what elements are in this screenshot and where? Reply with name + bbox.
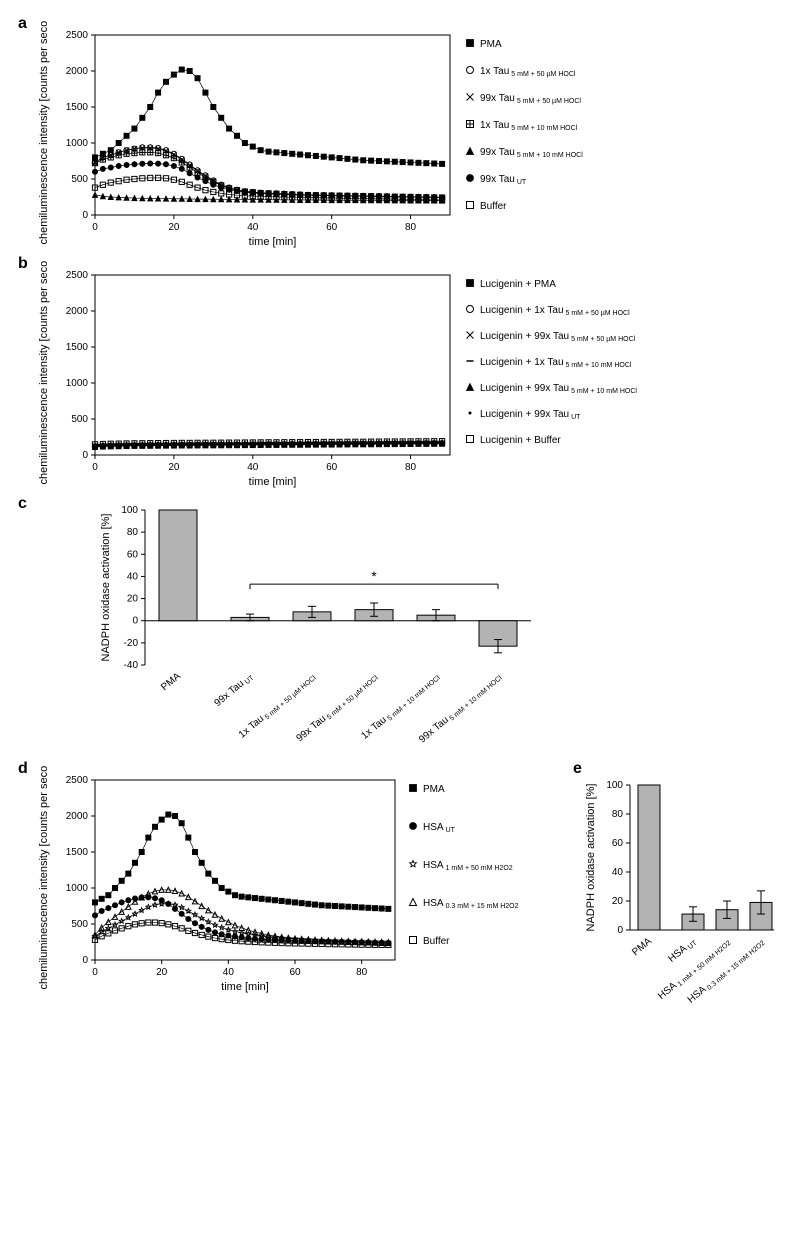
svg-text:NADPH oxidase activation [%]: NADPH oxidase activation [%] [100, 514, 112, 662]
svg-text:0: 0 [132, 616, 138, 627]
svg-text:0: 0 [92, 462, 98, 473]
svg-text:-40: -40 [124, 660, 139, 671]
svg-text:Lucigenin + 1x Tau5 mM + 10 mM: Lucigenin + 1x Tau5 mM + 10 mM HOCl [480, 357, 632, 369]
svg-text:PMA: PMA [423, 784, 445, 795]
svg-text:80: 80 [405, 222, 417, 233]
chart-b: 0 500 1000 1500 2000 2500 0 20 40 60 80 time [min] c… [30, 260, 770, 495]
svg-text:60: 60 [326, 462, 338, 473]
svg-text:1x Tau5 mM + 10 mM HOCl: 1x Tau5 mM + 10 mM HOCl [480, 120, 578, 132]
svg-text:500: 500 [71, 414, 88, 425]
svg-text:40: 40 [127, 571, 139, 582]
svg-text:time [min]: time [min] [249, 236, 297, 248]
svg-text:20: 20 [156, 967, 168, 978]
svg-text:40: 40 [247, 222, 259, 233]
panel-a-label: a [18, 15, 27, 33]
svg-text:chemiluminescence intensity [c: chemiluminescence intensity [counts per … [38, 260, 50, 485]
svg-text:1500: 1500 [66, 342, 89, 353]
svg-text:2500: 2500 [66, 270, 89, 281]
svg-text:100: 100 [606, 780, 623, 791]
svg-text:20: 20 [168, 222, 180, 233]
svg-text:80: 80 [127, 527, 139, 538]
svg-text:Lucigenin + PMA: Lucigenin + PMA [480, 279, 556, 290]
svg-text:2000: 2000 [66, 306, 89, 317]
svg-text:0: 0 [82, 955, 88, 966]
svg-text:1000: 1000 [66, 883, 89, 894]
svg-text:500: 500 [71, 174, 88, 185]
svg-text:99x TauUT: 99x TauUT [480, 174, 527, 186]
panel-c-label: c [18, 495, 27, 513]
svg-text:2500: 2500 [66, 30, 89, 41]
svg-text:0: 0 [92, 967, 98, 978]
svg-text:time [min]: time [min] [221, 981, 269, 993]
svg-text:Lucigenin + Buffer: Lucigenin + Buffer [480, 435, 561, 446]
svg-text:chemiluminescence intensity [c: chemiluminescence intensity [counts per … [38, 765, 50, 990]
svg-text:Lucigenin + 99x Tau5 mM + 10 m: Lucigenin + 99x Tau5 mM + 10 mM HOCl [480, 383, 637, 395]
svg-text:80: 80 [356, 967, 368, 978]
svg-text:40: 40 [247, 462, 259, 473]
svg-text:40: 40 [612, 867, 624, 878]
svg-text:Lucigenin + 99x TauUT: Lucigenin + 99x TauUT [480, 409, 581, 421]
svg-text:60: 60 [612, 838, 624, 849]
svg-text:100: 100 [121, 505, 138, 516]
svg-text:HSAUT: HSAUT [666, 935, 699, 965]
chart-d: 0 500 1000 1500 2000 2500 0 20 40 60 80 time [min] c… [30, 765, 575, 1045]
svg-text:99x TauUT: 99x TauUT [212, 670, 256, 709]
chart-a: 0 500 1000 1500 2000 2500 0 20 40 60 80 time [min] c… [30, 20, 730, 255]
panel-c: c -40-20020406080100NADPH oxidase activa… [30, 500, 779, 760]
svg-text:2000: 2000 [66, 66, 89, 77]
svg-text:500: 500 [71, 919, 88, 930]
svg-text:chemiluminescence intensity [c: chemiluminescence intensity [counts per … [38, 20, 50, 245]
svg-text:60: 60 [326, 222, 338, 233]
svg-text:20: 20 [168, 462, 180, 473]
chart-c: -40 -20 0 20 40 60 80 100 NADPH oxidase activati… [90, 500, 630, 760]
svg-text:PMA: PMA [630, 936, 654, 959]
svg-text:1500: 1500 [66, 102, 89, 113]
svg-text:*: * [371, 568, 377, 584]
svg-text:PMA: PMA [480, 39, 502, 50]
svg-text:40: 40 [223, 967, 235, 978]
panel-de-row: d 05001000150020002500020406080time [min… [30, 765, 779, 1045]
svg-text:HSA1 mM + 50 mM H2O2: HSA1 mM + 50 mM H2O2 [423, 860, 513, 872]
svg-text:Buffer: Buffer [480, 201, 507, 212]
svg-text:PMA: PMA [159, 671, 183, 694]
panel-b: b 05001000150020002500020406080time [min… [30, 260, 779, 495]
svg-text:Lucigenin + 99x Tau5 mM + 50 µ: Lucigenin + 99x Tau5 mM + 50 µM HOCl [480, 331, 636, 343]
chart-e: 0 20 40 60 80 100 NADPH oxidase activation [%]… [575, 765, 785, 1045]
svg-text:Lucigenin + 1x Tau5 mM + 50 µM: Lucigenin + 1x Tau5 mM + 50 µM HOCl [480, 305, 630, 317]
svg-text:60: 60 [127, 549, 139, 560]
svg-text:20: 20 [127, 594, 139, 605]
svg-text:99x Tau5 mM + 50 µM HOCl: 99x Tau5 mM + 50 µM HOCl [480, 93, 581, 105]
svg-text:time [min]: time [min] [249, 476, 297, 488]
svg-text:HSA0.3 mM + 15 mM H2O2: HSA0.3 mM + 15 mM H2O2 [423, 898, 519, 910]
svg-text:0: 0 [92, 222, 98, 233]
svg-text:2500: 2500 [66, 775, 89, 786]
svg-text:HSAUT: HSAUT [423, 822, 456, 834]
svg-text:2000: 2000 [66, 811, 89, 822]
svg-text:0: 0 [82, 210, 88, 221]
svg-text:1x Tau5 mM + 50 µM HOCl: 1x Tau5 mM + 50 µM HOCl [480, 66, 576, 78]
panel-a: a 05001000150020002500020406080time [min… [30, 20, 779, 255]
svg-text:80: 80 [405, 462, 417, 473]
svg-text:Buffer: Buffer [423, 936, 450, 947]
svg-text:NADPH oxidase activation [%]: NADPH oxidase activation [%] [585, 784, 597, 932]
svg-text:0: 0 [617, 925, 623, 936]
panel-b-label: b [18, 255, 28, 273]
svg-text:99x Tau5 mM + 10 mM HOCl: 99x Tau5 mM + 10 mM HOCl [480, 147, 583, 159]
svg-text:-20: -20 [124, 638, 139, 649]
svg-text:80: 80 [612, 809, 624, 820]
svg-text:0: 0 [82, 450, 88, 461]
panel-d-label: d [18, 760, 28, 778]
svg-text:20: 20 [612, 896, 624, 907]
svg-text:1000: 1000 [66, 378, 89, 389]
panel-e-label: e [573, 760, 582, 778]
svg-text:60: 60 [289, 967, 301, 978]
svg-text:1500: 1500 [66, 847, 89, 858]
svg-text:1000: 1000 [66, 138, 89, 149]
